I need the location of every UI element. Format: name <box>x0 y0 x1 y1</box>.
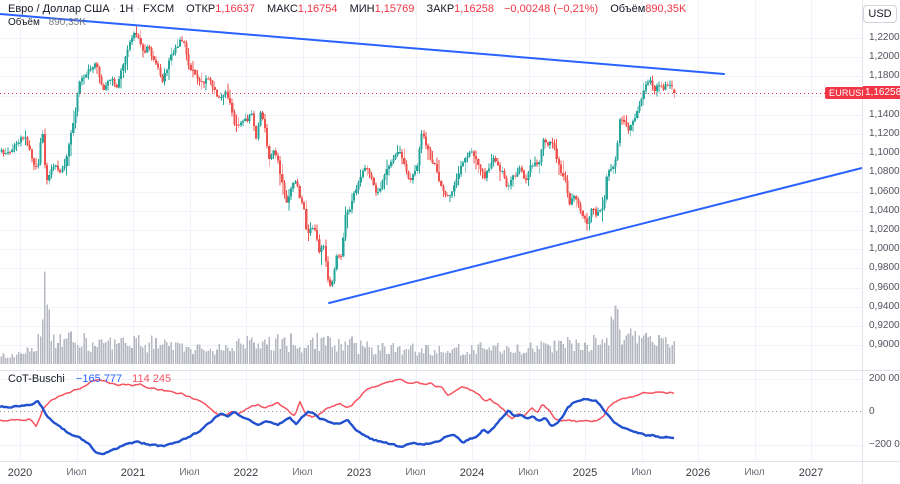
cot-blue-line[interactable] <box>0 397 675 456</box>
time-tick-label: 2020 <box>7 467 33 479</box>
legend-separator: · <box>112 3 117 15</box>
exchange-label: FXCM <box>142 3 175 15</box>
price-tick-label: 1,06000 <box>869 185 900 197</box>
cot-tick-label: 0 <box>869 405 875 417</box>
high-label: МАКС <box>267 3 298 15</box>
symbol-legend: Евро / Доллар США · 1Н · FXCM ОТКР1,16637 МА… <box>8 3 686 15</box>
time-tick-label: 2027 <box>798 467 824 479</box>
time-tick-label: 2021 <box>120 467 146 479</box>
volume-indicator-value: 890,35K <box>48 17 86 28</box>
time-tick-label: 2022 <box>233 467 259 479</box>
change-value: −0,00248 (−0,21%) <box>504 3 599 15</box>
close-label: ЗАКР <box>426 3 455 15</box>
last-price-axis-label: 1,16258 <box>863 86 900 99</box>
price-tick-label: 1,12000 <box>869 128 900 139</box>
cot-tick-label: −200 000 <box>869 438 900 450</box>
open-label: ОТКР <box>186 3 216 15</box>
candle-wicks <box>0 26 675 288</box>
price-tick-label: 1,04000 <box>869 204 900 216</box>
time-axis[interactable]: 2020 Июл 2021 Июл 2022 Июл 2023 Июл 2024 Июл 2025 И… <box>0 462 900 484</box>
last-price-symbol-badge: EURUSD <box>825 87 873 99</box>
price-tick-label: 0,90000 <box>869 339 900 351</box>
volume-value: 890,35K <box>645 3 687 15</box>
cot-indicator-legend: CoT-Buschi −165 777 114 245 <box>8 373 171 385</box>
time-tick-label: Июл <box>405 467 426 478</box>
time-tick-label: 2026 <box>685 467 711 479</box>
cot-tick-label: 200 000 <box>869 372 900 384</box>
open-value: 1,16637 <box>215 3 255 15</box>
cot-red-line[interactable] <box>0 378 675 428</box>
cot-indicator-title[interactable]: CoT-Buschi <box>8 373 65 385</box>
volume-indicator-title[interactable]: Объём <box>8 17 40 28</box>
legend-separator: · <box>136 3 140 15</box>
time-tick-label: Июл <box>518 467 539 478</box>
interval-label[interactable]: 1Н <box>119 3 134 15</box>
candle-bodies <box>0 32 676 286</box>
currency-toggle-button[interactable]: USD <box>863 5 897 23</box>
gridlines <box>0 0 862 462</box>
time-tick-label: Июл <box>631 467 652 478</box>
high-value: 1,16754 <box>297 3 338 15</box>
price-tick-label: 1,08000 <box>869 166 900 178</box>
low-label: МИН <box>349 3 375 15</box>
price-tick-label: 1,14000 <box>869 108 900 120</box>
volume-label: Объём <box>610 3 646 15</box>
volume-indicator-legend: Объём 890,35K <box>8 17 86 28</box>
time-tick-label: Июл <box>744 467 765 478</box>
cot-blue-value: −165 777 <box>75 373 123 385</box>
low-value: 1,15769 <box>374 3 415 15</box>
time-tick-label: Июл <box>292 467 313 478</box>
volume-bars <box>0 271 676 364</box>
time-tick-label: 2025 <box>572 467 598 479</box>
price-tick-label: 1,10000 <box>869 147 900 159</box>
time-tick-label: 2024 <box>459 467 485 479</box>
cot-red-value: 114 245 <box>132 373 172 385</box>
symbol-title[interactable]: Евро / Доллар США <box>8 3 110 15</box>
trendline[interactable] <box>328 167 863 304</box>
price-tick-label: 1,22000 <box>869 32 900 43</box>
time-tick-label: 2023 <box>346 467 372 479</box>
time-tick-label: Июл <box>179 467 200 478</box>
time-tick-label: Июл <box>66 467 87 478</box>
price-tick-label: 1,18000 <box>869 70 900 82</box>
close-value: 1,16258 <box>454 3 494 15</box>
trendline[interactable] <box>0 13 725 75</box>
